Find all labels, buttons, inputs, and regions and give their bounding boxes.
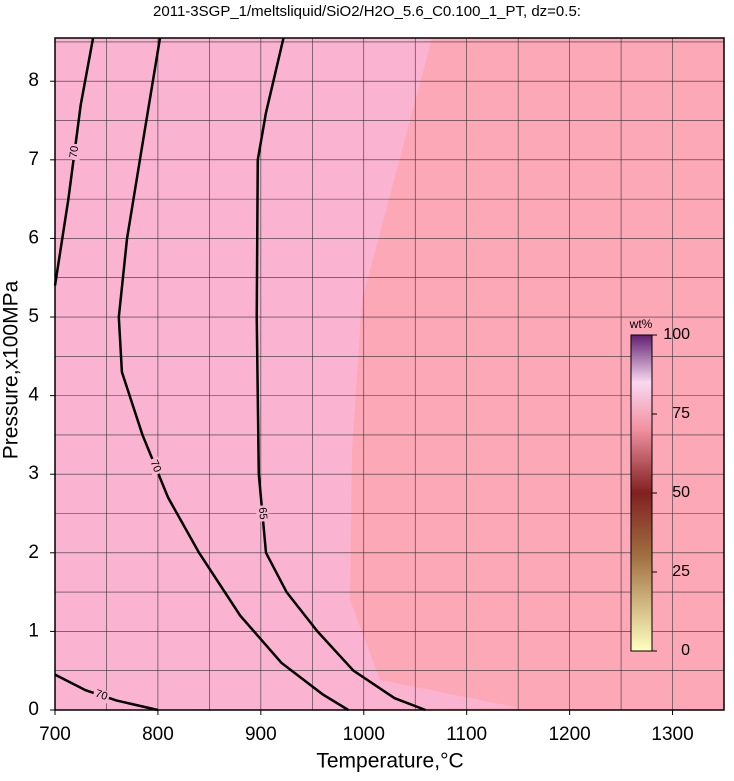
y-tick-label: 6 (28, 227, 39, 248)
contour-label-bg (91, 687, 111, 704)
colorbar-label: wt% (629, 317, 653, 331)
plot-frame (54, 37, 725, 711)
x-tick-label: 800 (142, 724, 174, 745)
chart-title: 2011-3SGP_1/meltsliquid/SiO2/H2O_5.6_C0.… (153, 3, 581, 20)
contour-label-bg (255, 504, 270, 523)
y-tick-label: 2 (28, 542, 39, 563)
colorbar-tick-label: 100 (663, 326, 690, 343)
contour-label: 70 (68, 145, 81, 159)
y-tick-label: 5 (28, 306, 39, 327)
colorbar-tick-label: 0 (681, 642, 690, 659)
x-tick-label: 1100 (446, 724, 487, 745)
y-tick-label: 0 (28, 699, 39, 720)
y-axis-label: Pressure,x100MPa (0, 280, 23, 459)
x-tick-label: 1300 (651, 724, 693, 745)
contour-label-bg (67, 143, 82, 161)
contour-label-bg (146, 456, 164, 477)
colorbar (630, 334, 653, 652)
high-region (55, 38, 520, 710)
y-tick-label: 7 (28, 149, 39, 170)
colorbar-tick-label: 25 (672, 563, 690, 580)
contour-line (255, 37, 426, 712)
x-tick-label: 1000 (343, 724, 385, 745)
x-tick-label: 700 (39, 724, 71, 745)
y-tick-label: 3 (28, 463, 39, 484)
contour-label: 70 (94, 688, 109, 703)
y-tick-label: 1 (28, 620, 39, 641)
y-tick-label: 4 (28, 385, 39, 406)
x-tick-label: 900 (245, 724, 277, 745)
colorbar-tick-label: 75 (672, 405, 690, 422)
colorbar-tick-label: 50 (672, 484, 690, 501)
contour-label: 65 (256, 507, 269, 520)
x-axis-label: Temperature,°C (316, 750, 463, 773)
x-tick-label: 1200 (548, 724, 590, 745)
y-tick-label: 8 (28, 70, 39, 91)
contour-label: 70 (148, 458, 164, 474)
